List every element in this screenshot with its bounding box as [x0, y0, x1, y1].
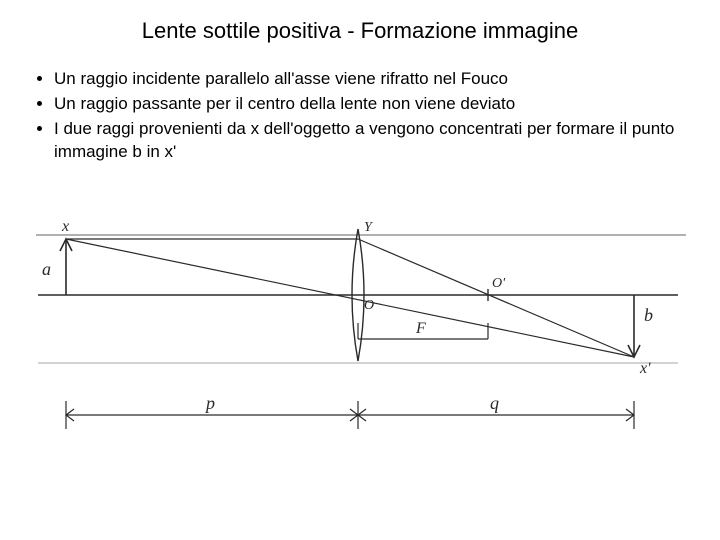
- label-focus: O': [492, 276, 506, 291]
- label-xprime: x': [639, 360, 651, 377]
- page-title: Lente sottile positiva - Formazione imma…: [0, 18, 720, 44]
- label-q: q: [490, 393, 499, 413]
- image-arrow: [628, 295, 640, 357]
- object-arrow: [60, 239, 72, 295]
- bullet-list: Un raggio incidente parallelo all'asse v…: [30, 68, 690, 166]
- label-b: b: [644, 305, 653, 325]
- label-a: a: [42, 259, 51, 279]
- bullet-item: I due raggi provenienti da x dell'oggett…: [54, 118, 690, 164]
- label-p: p: [204, 393, 215, 413]
- label-lens-top: Y: [364, 220, 374, 235]
- ray-through-center: [66, 239, 634, 357]
- label-x: x: [61, 218, 69, 235]
- dimension-line: [66, 401, 634, 429]
- bullet-item: Un raggio incidente parallelo all'asse v…: [54, 68, 690, 91]
- bullet-item: Un raggio passante per il centro della l…: [54, 93, 690, 116]
- label-F: F: [415, 320, 426, 337]
- label-lens-center: O: [364, 298, 374, 313]
- lens-ray-diagram: x a Y O O' F b: [18, 205, 698, 455]
